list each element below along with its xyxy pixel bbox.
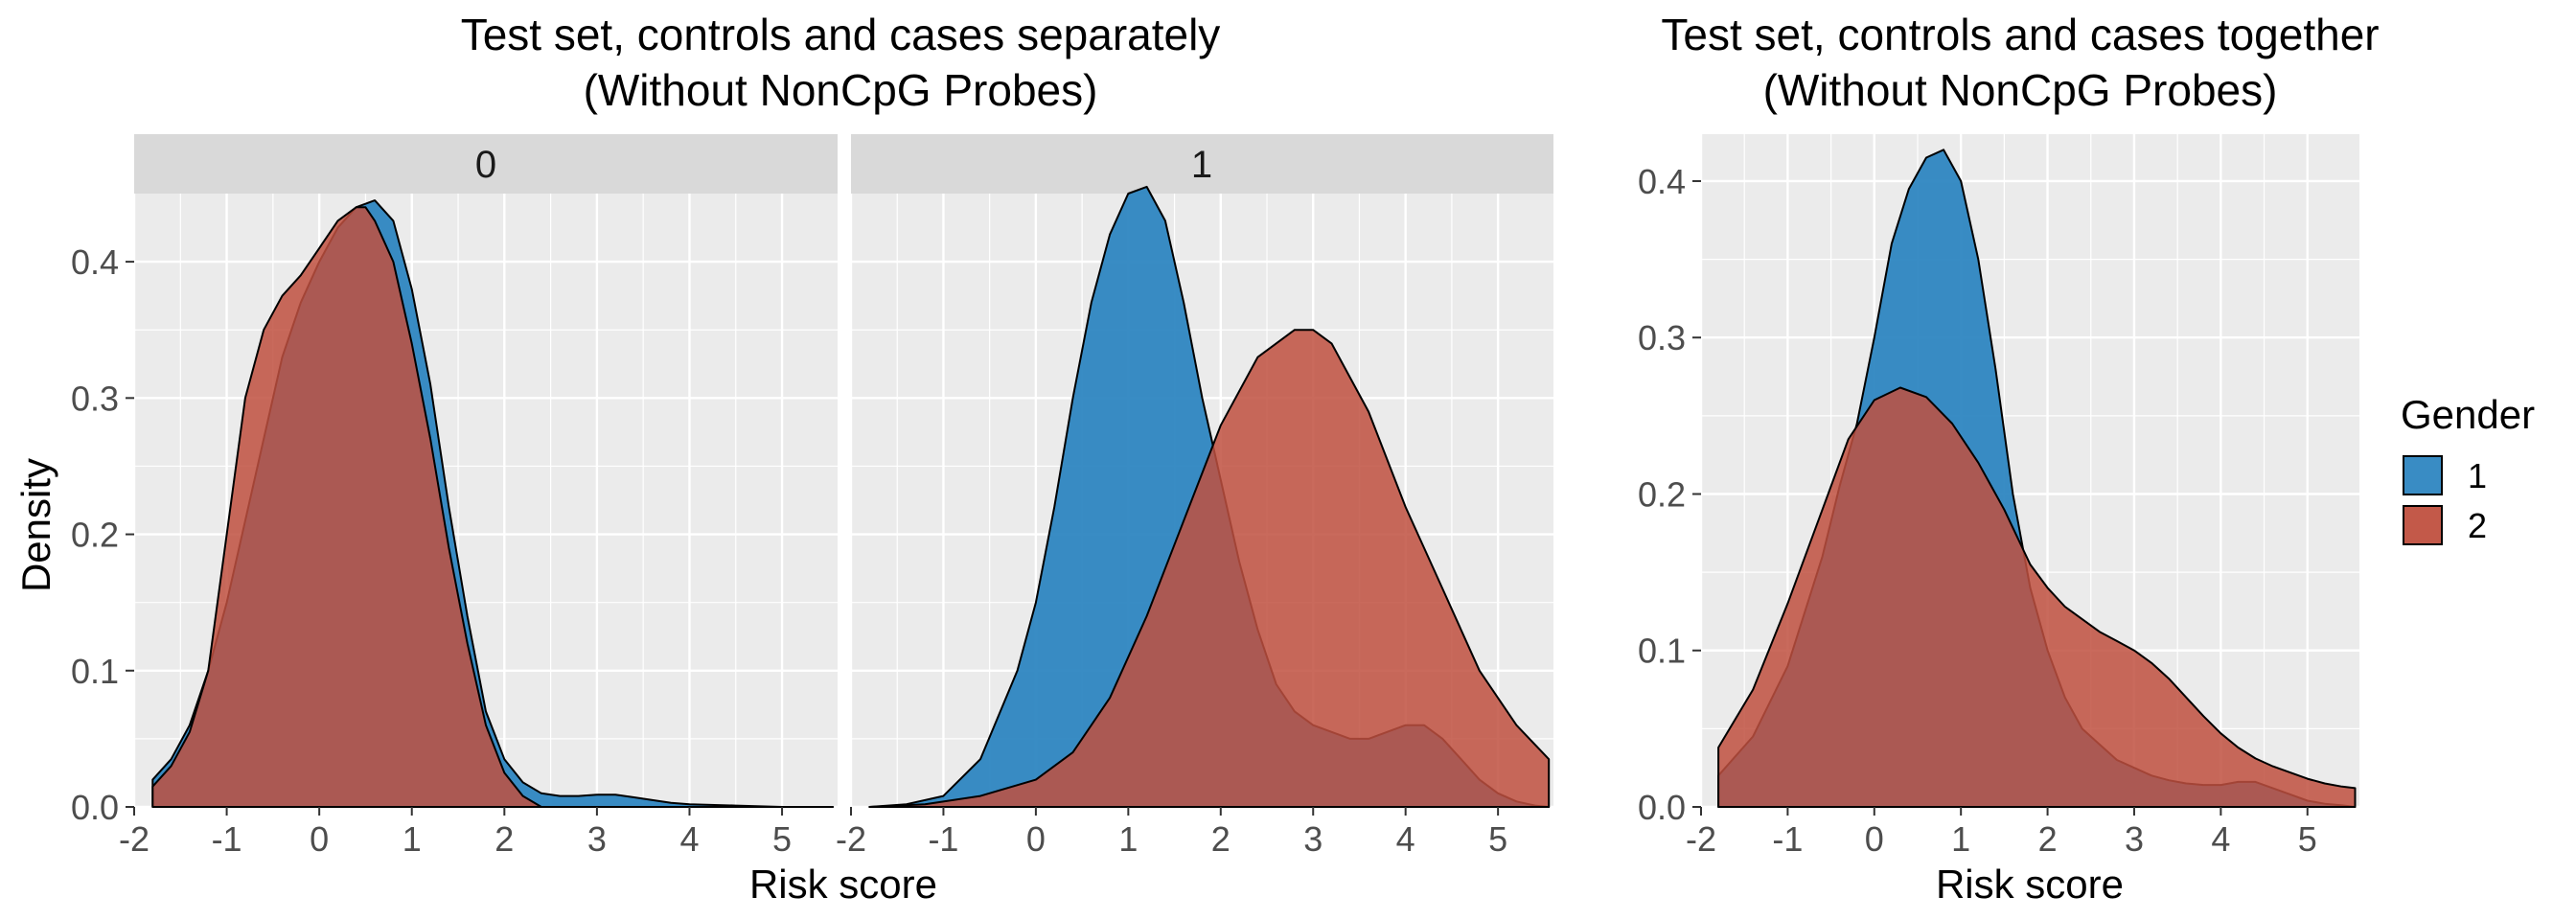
x-tick-label: -1 xyxy=(1772,819,1803,859)
x-tick-label: -1 xyxy=(212,819,242,859)
facet-strip-0 xyxy=(134,134,838,194)
left-x-axis-label: Risk score xyxy=(749,862,937,907)
x-tick-label: 4 xyxy=(679,819,699,859)
density-area-gender-2-together xyxy=(1717,386,2357,808)
x-tick-label: 2 xyxy=(1211,819,1230,859)
x-tick-label: 1 xyxy=(1951,819,1970,859)
legend-label-1: 1 xyxy=(2468,456,2487,495)
x-tick-label: 4 xyxy=(1396,819,1415,859)
right-chart-subtitle: (Without NonCpG Probes) xyxy=(1763,65,2278,115)
y-tick-label: 0.4 xyxy=(1638,162,1686,201)
panel-together: -2 -1 0 1 2 3 4 5 0.0 0.1 0.2 0.3 0.4 xyxy=(1638,134,2359,859)
x-tick-label: 5 xyxy=(2298,819,2317,859)
facet-strip-1-label: 1 xyxy=(1191,144,1212,186)
x-tick-label: -2 xyxy=(119,819,150,859)
x-tick-label: 0 xyxy=(1865,819,1884,859)
x-tick-label: 3 xyxy=(587,819,607,859)
left-chart-title: Test set, controls and cases separately xyxy=(461,10,1221,59)
density-area-gender-2-cases xyxy=(868,329,1551,808)
y-tick-label: 0.2 xyxy=(1638,474,1686,514)
facet-strip-1 xyxy=(851,134,1553,194)
x-tick-label: 3 xyxy=(2125,819,2144,859)
x-tick-label: 0 xyxy=(1026,819,1046,859)
y-tick-label: 0.3 xyxy=(1638,318,1686,357)
y-tick-label: 0.0 xyxy=(71,788,119,827)
facet-strip-0-label: 0 xyxy=(475,144,496,186)
panel-cases: -2 -1 0 1 2 3 4 5 xyxy=(836,185,1553,859)
y-tick-label: 0.4 xyxy=(71,242,119,282)
x-tick-label: -1 xyxy=(928,819,958,859)
y-tick-label: 0.2 xyxy=(71,516,119,555)
panel-controls: -2 -1 0 1 2 3 4 5 0.0 0.1 0.2 0.3 0.4 xyxy=(71,194,838,859)
x-tick-label: 4 xyxy=(2211,819,2230,859)
x-tick-label: 0 xyxy=(310,819,329,859)
right-chart-title: Test set, controls and cases together xyxy=(1661,10,2379,59)
density-area-gender-2-controls xyxy=(151,206,542,808)
y-tick-label: 0.1 xyxy=(1638,632,1686,671)
left-chart-subtitle: (Without NonCpG Probes) xyxy=(584,65,1098,115)
x-tick-label: 3 xyxy=(1303,819,1322,859)
y-tick-label: 0.1 xyxy=(71,652,119,691)
x-tick-label: 5 xyxy=(772,819,792,859)
x-tick-label: 2 xyxy=(494,819,514,859)
y-tick-label: 0.3 xyxy=(71,379,119,418)
left-y-axis-label: Density xyxy=(13,458,58,592)
y-tick-label: 0.0 xyxy=(1638,788,1686,827)
x-tick-label: -2 xyxy=(1686,819,1716,859)
x-tick-label: 2 xyxy=(2038,819,2058,859)
x-tick-label: 1 xyxy=(1118,819,1138,859)
legend-title: Gender xyxy=(2401,392,2535,437)
legend-label-2: 2 xyxy=(2468,506,2487,545)
x-tick-label: 1 xyxy=(402,819,422,859)
legend-swatch-1 xyxy=(2403,455,2443,495)
right-x-axis-label: Risk score xyxy=(1936,862,2124,907)
legend-swatch-2 xyxy=(2403,505,2443,545)
x-tick-label: -2 xyxy=(836,819,866,859)
x-tick-label: 5 xyxy=(1488,819,1507,859)
